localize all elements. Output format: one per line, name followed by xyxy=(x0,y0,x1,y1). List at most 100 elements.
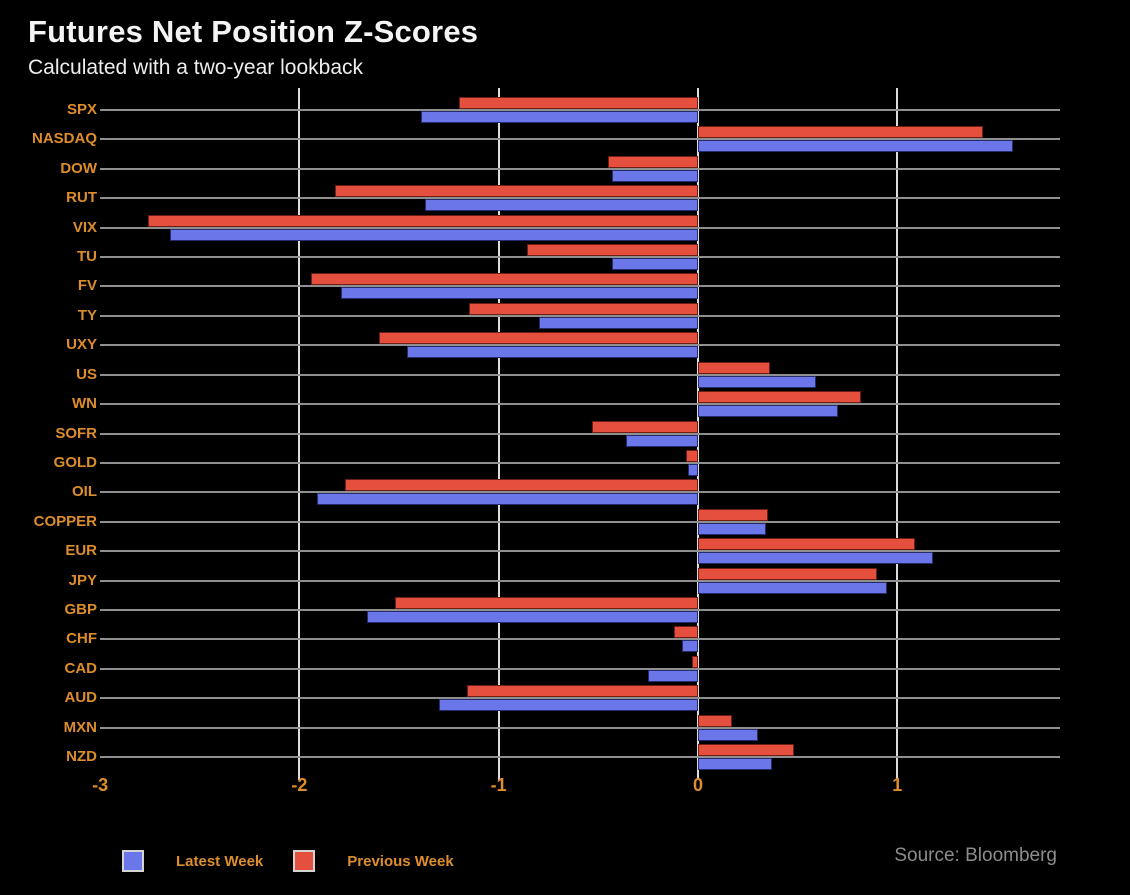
bar-previous-week xyxy=(674,626,698,639)
chart-subtitle: Calculated with a two-year lookback xyxy=(28,56,363,79)
row-baseline xyxy=(100,697,1060,700)
legend-swatch-latest-week xyxy=(122,850,144,872)
x-tick-label: -2 xyxy=(291,775,308,795)
bar-latest-week xyxy=(698,552,934,565)
bar-latest-week xyxy=(698,140,1013,153)
category-label: NASDAQ xyxy=(31,130,97,148)
bar-previous-week xyxy=(458,97,698,109)
bar-latest-week xyxy=(438,699,698,712)
category-label: GBP xyxy=(64,600,97,618)
x-tick-label: 0 xyxy=(692,775,704,795)
bar-latest-week xyxy=(612,169,698,182)
bar-previous-week xyxy=(698,391,862,404)
category-label: COPPER xyxy=(33,512,97,530)
category-label: TU xyxy=(77,248,97,266)
row-baseline xyxy=(100,756,1060,759)
category-label: TY xyxy=(77,306,97,324)
bar-previous-week xyxy=(345,479,698,492)
bar-latest-week xyxy=(698,581,888,594)
bar-previous-week xyxy=(311,273,698,286)
bar-latest-week xyxy=(648,669,698,682)
row-baseline xyxy=(100,638,1060,641)
category-label: WN xyxy=(72,395,97,413)
bar-latest-week xyxy=(317,493,698,506)
category-label: MXN xyxy=(63,718,97,736)
bar-previous-week xyxy=(686,449,698,462)
bar-latest-week xyxy=(424,199,698,212)
row-baseline xyxy=(100,550,1060,553)
row-baseline xyxy=(100,314,1060,317)
chart-title: Futures Net Position Z-Scores xyxy=(28,14,479,49)
bar-latest-week xyxy=(698,375,816,388)
row-baseline xyxy=(100,608,1060,611)
category-label: US xyxy=(76,365,97,383)
row-baseline xyxy=(100,461,1060,464)
row-baseline xyxy=(100,520,1060,523)
category-label: SOFR xyxy=(55,424,97,442)
bar-previous-week xyxy=(147,214,698,227)
row-baseline xyxy=(100,579,1060,582)
bar-previous-week xyxy=(466,685,698,698)
row-baseline xyxy=(100,344,1060,347)
bar-latest-week xyxy=(341,287,698,300)
bar-latest-week xyxy=(698,405,838,418)
row-baseline xyxy=(100,167,1060,170)
bar-latest-week xyxy=(682,640,698,653)
bar-previous-week xyxy=(592,420,698,433)
legend-label-previous-week: Previous Week xyxy=(347,852,454,870)
legend-swatch-previous-week xyxy=(293,850,316,872)
bar-previous-week xyxy=(379,332,698,345)
bar-previous-week xyxy=(698,508,768,521)
row-baseline xyxy=(100,226,1060,229)
bar-previous-week xyxy=(335,185,698,198)
category-label: CAD xyxy=(64,659,98,677)
bar-previous-week xyxy=(468,302,698,315)
bar-latest-week xyxy=(698,522,766,535)
category-label: VIX xyxy=(72,218,97,236)
category-label: DOW xyxy=(60,159,97,177)
source-credit: Source: Bloomberg xyxy=(894,845,1057,866)
category-label: SPX xyxy=(66,101,97,118)
category-label: AUD xyxy=(64,689,98,707)
category-label: RUT xyxy=(66,189,97,207)
bar-previous-week xyxy=(608,155,698,168)
legend-item-previous-week: Previous Week xyxy=(293,850,454,872)
category-label: NZD xyxy=(66,748,97,766)
bar-latest-week xyxy=(626,434,698,447)
category-label: GOLD xyxy=(53,453,97,471)
bar-previous-week xyxy=(526,244,698,257)
bar-latest-week xyxy=(538,316,698,329)
category-label: FV xyxy=(77,277,97,295)
category-label: EUR xyxy=(65,542,97,560)
bar-latest-week xyxy=(612,258,698,271)
bar-previous-week xyxy=(395,596,698,609)
category-label: CHF xyxy=(66,630,97,648)
category-label: UXY xyxy=(66,336,97,354)
x-tick-label: -3 xyxy=(92,775,109,795)
legend: Latest Week Previous Week xyxy=(122,850,454,872)
bar-previous-week xyxy=(698,538,916,551)
bar-latest-week xyxy=(698,758,772,771)
category-label: JPY xyxy=(68,571,97,589)
bar-previous-week xyxy=(698,744,794,757)
bar-previous-week xyxy=(692,655,698,668)
bar-latest-week xyxy=(367,610,698,623)
row-baseline xyxy=(100,197,1060,200)
category-label: OIL xyxy=(72,483,97,501)
row-baseline xyxy=(100,491,1060,494)
row-baseline xyxy=(100,726,1060,729)
legend-item-latest-week: Latest Week xyxy=(122,850,263,872)
row-baseline xyxy=(100,256,1060,259)
bar-latest-week xyxy=(698,728,758,741)
x-tick-label: 1 xyxy=(892,775,903,795)
row-baseline xyxy=(100,373,1060,376)
row-baseline xyxy=(100,109,1060,111)
row-baseline xyxy=(100,138,1060,141)
row-baseline xyxy=(100,403,1060,406)
bar-previous-week xyxy=(698,126,983,139)
bar-previous-week xyxy=(698,714,732,727)
bar-latest-week xyxy=(407,346,698,359)
bar-previous-week xyxy=(698,361,770,374)
